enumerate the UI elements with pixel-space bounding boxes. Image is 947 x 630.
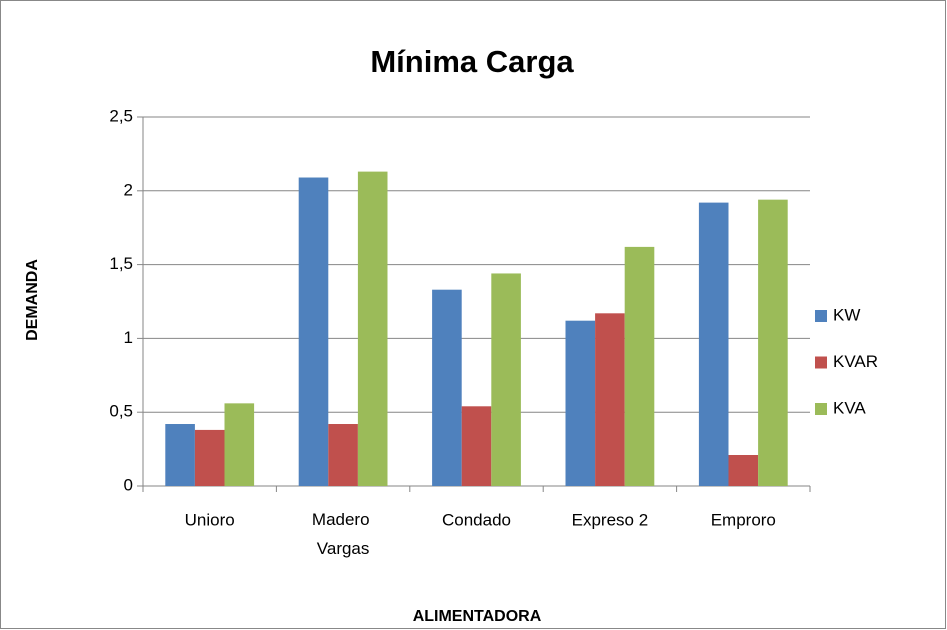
bar [624, 246, 655, 486]
x-axis-label: ALIMENTADORA [413, 608, 542, 625]
legend-swatch [815, 356, 827, 369]
legend-label: KW [833, 305, 860, 324]
y-tick-label: 2,5 [109, 106, 133, 125]
x-tick-label: Unioro [185, 510, 235, 529]
legend-label: KVAR [833, 352, 878, 371]
y-tick-label: 1,5 [109, 254, 133, 273]
bar [194, 429, 225, 486]
y-tick-label: 1 [124, 328, 133, 347]
y-tick-label: 0 [124, 475, 133, 494]
bar [357, 171, 388, 486]
y-tick-label: 2 [124, 180, 133, 199]
legend-label: KVA [833, 398, 866, 417]
chart-title: Mínima Carga [370, 44, 574, 79]
legend-swatch [815, 310, 827, 322]
x-tick-label: Madero Vargas [312, 510, 374, 558]
y-tick-label: 0,5 [109, 402, 133, 421]
bar [728, 455, 759, 486]
y-axis-label: DEMANDA [24, 259, 41, 341]
bar [758, 199, 788, 486]
bar [461, 406, 492, 486]
bar [224, 403, 255, 486]
bar [595, 313, 625, 486]
legend-swatch [815, 403, 827, 415]
x-tick-label: Expreso 2 [572, 510, 649, 529]
bar [328, 424, 358, 486]
x-tick-label: Condado [442, 510, 511, 529]
bar [491, 273, 521, 486]
bar [698, 202, 729, 486]
bar [298, 177, 329, 487]
bar [432, 289, 462, 486]
x-tick-label: Emproro [711, 510, 776, 529]
bar [165, 424, 195, 486]
bar [565, 320, 596, 486]
